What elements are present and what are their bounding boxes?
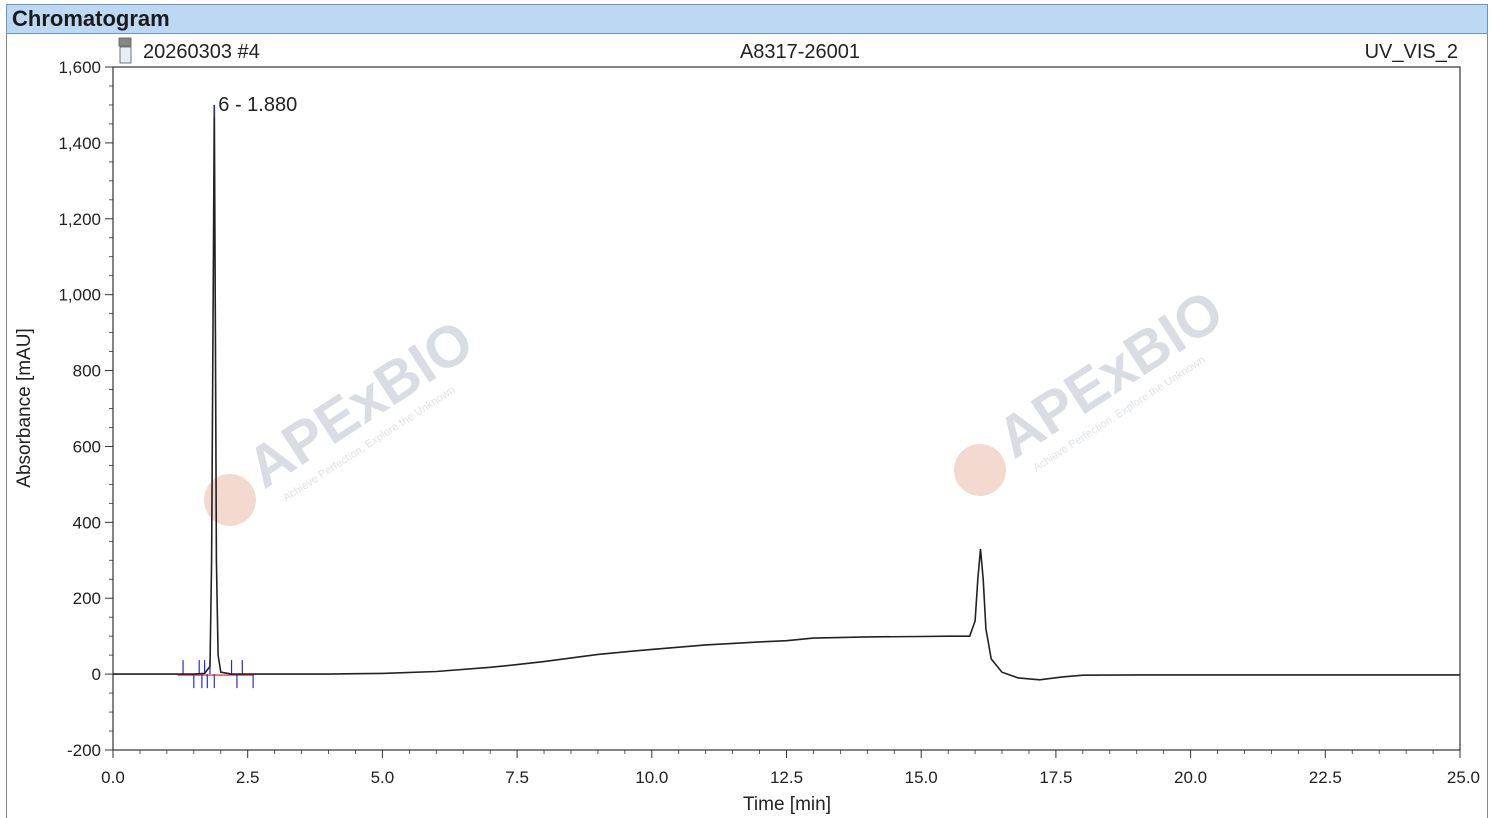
x-tick-label: 25.0 [1447,768,1480,787]
y-tick-label: -200 [67,741,101,760]
window-title: Chromatogram [12,6,170,31]
sample-id: A8317-26001 [740,41,860,63]
x-tick-label: 15.0 [905,768,938,787]
watermark-text: APExBIO [986,278,1235,471]
y-tick-label: 1,600 [58,58,101,77]
watermark-text: APExBIO [236,308,485,501]
sample-name: 20260303 #4 [143,41,260,63]
x-axis-label: Time [min] [743,794,831,815]
peak-marker-group [177,660,254,689]
annotation-group: 6 - 1.880 [213,94,297,117]
y-tick-label: 1,200 [58,210,101,229]
y-tick-label: 800 [73,362,101,381]
x-axis: 0.0 2.5 5.0 7.5 10.0 12.5 15.0 17.5 20.0 22.5 25.0 [101,750,1480,787]
y-tick-label: 600 [73,437,101,456]
y-tick-label: 400 [73,513,101,532]
x-tick-label: 17.5 [1039,768,1072,787]
y-tick-label: 1,400 [58,134,101,153]
x-tick-label: 7.5 [505,768,529,787]
x-tick-label: 2.5 [236,768,260,787]
chromatogram-title-bar: Chromatogram [6,4,1488,34]
series-line [113,104,1460,681]
x-tick-label: 12.5 [770,768,803,787]
y-axis: -200 0 200 400 600 800 1,000 1,200 1,400 1,600 [58,58,113,760]
y-axis-label: Absorbance [mAU] [14,328,35,487]
watermark-mark [204,474,256,526]
x-tick-label: 22.5 [1309,768,1342,787]
x-tick-label: 0.0 [101,768,125,787]
channel-name: UV_VIS_2 [1365,41,1458,63]
x-tick-label: 5.0 [371,768,395,787]
chart-panel [6,34,1488,818]
y-tick-label: 200 [73,589,101,608]
x-tick-label: 20.0 [1174,768,1207,787]
watermark-mark [954,444,1006,496]
sample-icon [118,37,132,64]
y-tick-label: 1,000 [58,286,101,305]
x-tick-label: 10.0 [635,768,668,787]
peak-annotation: 6 - 1.880 [218,94,297,116]
y-tick-label: 0 [92,665,101,684]
